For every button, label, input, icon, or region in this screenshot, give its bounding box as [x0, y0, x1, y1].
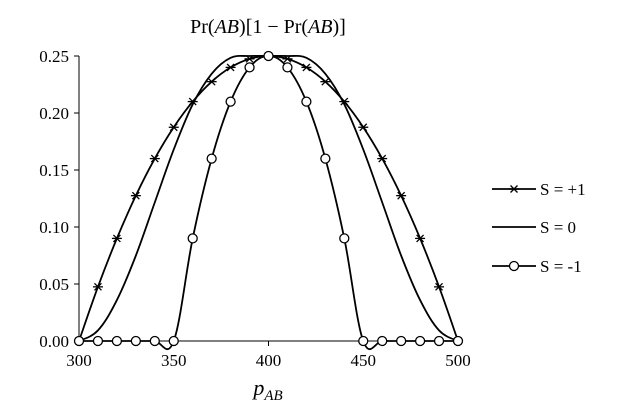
chart-title-part: )] [333, 16, 346, 38]
marker-stroke [112, 234, 121, 243]
chart-title-part: AB [213, 16, 239, 38]
data-point [206, 153, 217, 164]
x-tick-label: 500 [445, 351, 471, 370]
x-axis-label-sub: AB [263, 388, 282, 404]
marker-stroke [340, 97, 349, 106]
x-tick-label: 350 [161, 351, 187, 370]
data-point [263, 50, 274, 62]
marker-stroke [150, 154, 159, 163]
y-tick-label: 0.05 [39, 275, 69, 294]
data-point [92, 282, 103, 291]
marker-stroke [93, 282, 102, 291]
marker-stroke [378, 154, 387, 163]
y-tick-label: 0.00 [39, 332, 69, 351]
data-point [168, 123, 179, 132]
data-point [414, 335, 426, 347]
data-point [339, 233, 350, 244]
chart-title-part: AB [306, 16, 332, 38]
data-point [415, 234, 426, 243]
series-line [78, 54, 459, 342]
marker-stroke [169, 123, 178, 132]
legend: S = +1 S = 0 S = -1 [492, 180, 586, 276]
marker-stroke [359, 123, 368, 132]
marker-stroke [435, 282, 444, 291]
data-point [149, 154, 160, 163]
legend-marker [509, 185, 519, 193]
series-line [78, 55, 459, 342]
data-point [168, 335, 179, 347]
data-point [358, 335, 369, 347]
marker-stroke [510, 185, 518, 193]
chart-title: Pr(AB)[1 − Pr(AB)] [190, 16, 346, 38]
legend-label: S = 0 [540, 218, 576, 237]
x-tick-label: 450 [351, 351, 377, 370]
y-tick-label: 0.20 [39, 104, 69, 123]
legend-item: S = +1 [492, 180, 586, 199]
y-tick-label: 0.10 [39, 218, 69, 237]
data-point [111, 335, 123, 347]
legend-item: S = -1 [492, 257, 582, 276]
data-point [434, 282, 445, 291]
series-3 [73, 50, 464, 351]
data-point [320, 153, 331, 164]
data-point [187, 233, 198, 244]
data-point [396, 191, 407, 200]
data-point [301, 63, 312, 72]
x-tick-label: 400 [256, 351, 282, 370]
y-tick-label: 0.15 [39, 161, 69, 180]
data-point [452, 335, 464, 347]
legend-marker [508, 260, 520, 272]
data-point [433, 335, 445, 347]
marker-stroke [131, 191, 140, 200]
series-line [78, 55, 458, 351]
data-point [395, 335, 407, 347]
legend-label: S = +1 [540, 180, 586, 199]
data-point [377, 154, 388, 163]
series-2 [78, 54, 459, 342]
x-axis-label: pAB [251, 375, 282, 404]
data-point [73, 335, 85, 347]
data-point [282, 62, 293, 73]
plot-area: 0.00 0.05 0.10 0.15 0.20 0.25 300 350 400 450 500 [39, 47, 471, 370]
data-point [225, 63, 236, 72]
data-point [92, 335, 104, 347]
data-point [130, 335, 142, 347]
data-point [244, 62, 255, 73]
data-point [130, 191, 141, 200]
data-point [206, 77, 217, 86]
data-point [377, 335, 388, 347]
legend-item: S = 0 [492, 218, 576, 237]
marker-stroke [397, 191, 406, 200]
data-point [149, 335, 160, 347]
marker-stroke [302, 63, 311, 72]
marker-stroke [226, 63, 235, 72]
chart-title-part: )[1 − Pr( [239, 16, 308, 38]
data-point [111, 234, 122, 243]
data-point [358, 123, 369, 132]
x-axis-label-main: p [251, 375, 264, 400]
y-tick-label: 0.25 [39, 47, 69, 66]
chart-title-part: Pr( [190, 16, 215, 38]
marker-stroke [321, 77, 330, 86]
marker-stroke [416, 234, 425, 243]
series-1 [74, 52, 463, 345]
data-point [320, 77, 331, 86]
marker-stroke [207, 77, 216, 86]
data-point [301, 96, 312, 107]
data-point [225, 96, 236, 107]
legend-label: S = -1 [540, 257, 582, 276]
x-tick-label: 300 [66, 351, 92, 370]
